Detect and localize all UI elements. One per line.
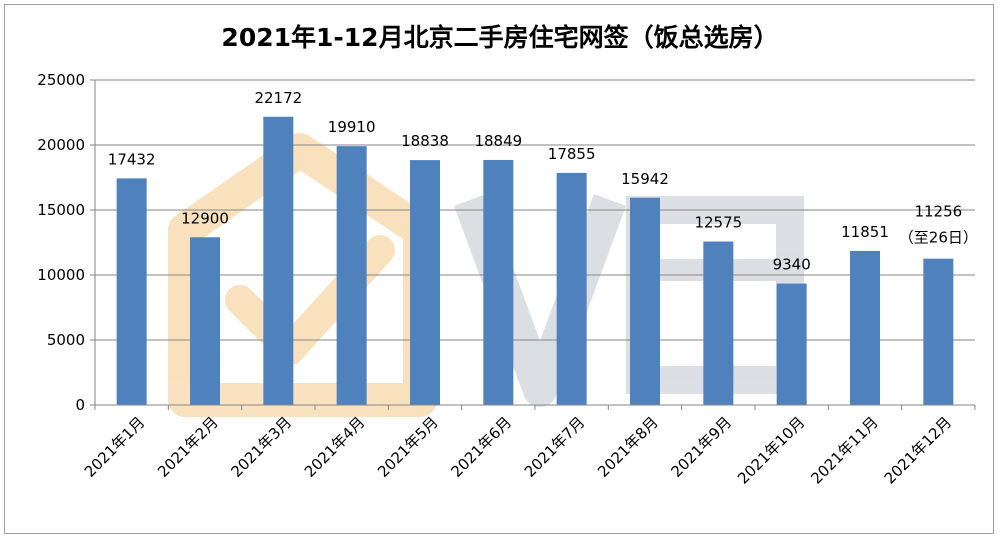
y-tick-label: 5000 [47, 331, 85, 349]
bar-7 [556, 172, 587, 405]
chart-title: 2021年1-12月北京二手房住宅网签（饭总选房） [221, 23, 779, 52]
bar-1 [116, 178, 147, 405]
bar-4 [336, 146, 367, 406]
data-label-8: 15942 [621, 170, 669, 188]
data-label-10: 9340 [773, 256, 811, 274]
y-tick-label: 0 [75, 396, 85, 414]
bar-12 [923, 258, 954, 405]
x-category-label-2: 2021年2月 [154, 413, 222, 481]
x-category-label-10: 2021年10月 [734, 413, 808, 487]
data-label-7: 17855 [548, 145, 596, 163]
x-category-label-6: 2021年6月 [447, 413, 515, 481]
data-label-3: 22172 [254, 89, 302, 107]
data-label-9: 12575 [694, 214, 742, 232]
data-label-1: 17432 [108, 150, 156, 168]
y-tick-label: 15000 [37, 201, 85, 219]
x-category-label-8: 2021年8月 [594, 413, 662, 481]
bar-3 [263, 116, 294, 405]
x-category-label-12: 2021年12月 [881, 413, 955, 487]
bar-2 [190, 237, 220, 405]
bar-9 [703, 241, 734, 405]
x-category-label-3: 2021年3月 [227, 413, 295, 481]
y-tick-label: 20000 [37, 136, 85, 154]
y-tick-label: 10000 [37, 266, 85, 284]
y-tick-label: 25000 [37, 71, 85, 89]
bar-8 [630, 197, 660, 405]
x-category-label-9: 2021年9月 [667, 413, 735, 481]
data-annotation: （至26日） [899, 229, 978, 247]
data-label-2: 12900 [181, 209, 229, 227]
bar-10 [776, 283, 807, 405]
bar-11 [850, 250, 880, 405]
data-label-6: 18849 [474, 132, 522, 150]
data-label-11: 11851 [841, 223, 889, 241]
data-label-5: 18838 [401, 132, 449, 150]
bar-6 [483, 159, 514, 405]
bar-5 [410, 160, 440, 405]
x-category-label-7: 2021年7月 [521, 413, 589, 481]
data-label-4: 19910 [328, 118, 376, 136]
x-category-label-4: 2021年4月 [301, 413, 369, 481]
data-label-12: 11256 [914, 203, 962, 221]
x-category-label-5: 2021年5月 [374, 413, 442, 481]
x-category-label-11: 2021年11月 [807, 413, 881, 487]
x-category-label-1: 2021年1月 [81, 413, 149, 481]
